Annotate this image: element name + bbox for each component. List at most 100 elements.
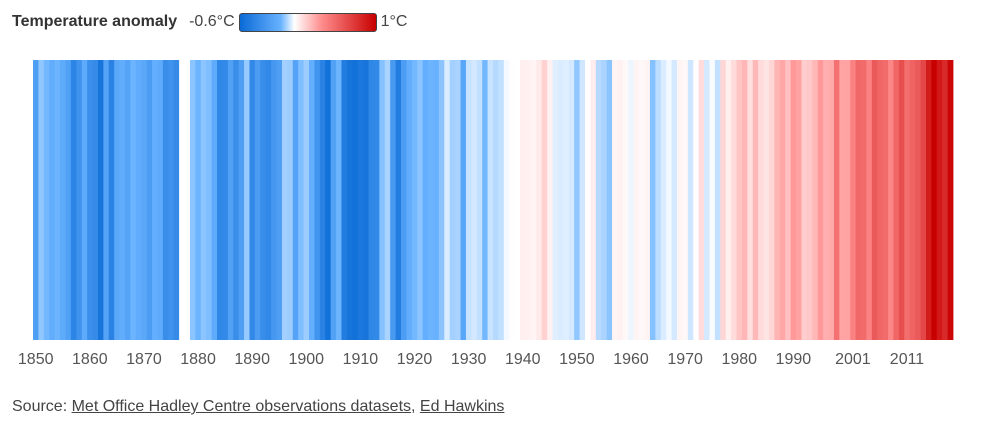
stripe-1887 <box>233 60 240 340</box>
stripe-1923 <box>428 60 434 340</box>
stripe-1913 <box>373 60 380 340</box>
stripe-1859 <box>81 60 88 340</box>
stripe-1974 <box>704 60 710 340</box>
stripe-1939 <box>514 60 521 340</box>
stripe-1926 <box>444 60 451 340</box>
stripe-1935 <box>493 60 499 340</box>
stripe-1927 <box>449 60 456 340</box>
x-axis-ticks: 1850 1860 1870 1880 1890 1900 1910 1920 1930 1940… <box>18 351 924 368</box>
stripe-1996 <box>823 60 829 340</box>
x-tick-label: 1930 <box>451 351 487 368</box>
stripe-1967 <box>666 60 672 340</box>
stripe-1990 <box>790 60 797 340</box>
stripe-2006 <box>877 60 884 340</box>
stripe-1979 <box>731 60 737 340</box>
stripe-2001 <box>850 60 856 340</box>
x-tick-label: 1860 <box>72 351 108 368</box>
stripe-1945 <box>547 60 553 340</box>
stripe-1947 <box>557 60 564 340</box>
stripe-1911 <box>363 60 369 340</box>
stripe-1995 <box>817 60 824 340</box>
legend-color-scale <box>238 12 377 32</box>
stripe-1876 <box>173 60 180 340</box>
stripe-1983 <box>752 60 759 340</box>
stripe-1855 <box>60 60 66 340</box>
stripe-1949 <box>568 60 575 340</box>
stripe-1862 <box>97 60 104 340</box>
stripe-1937 <box>503 60 510 340</box>
x-tick-label: 1880 <box>180 351 216 368</box>
stripe-1936 <box>498 60 505 340</box>
x-tick-label: 1970 <box>667 351 703 368</box>
x-tick-label: 1920 <box>397 351 433 368</box>
stripe-1978 <box>725 60 732 340</box>
stripe-1895 <box>276 60 283 340</box>
stripes-group <box>33 60 954 340</box>
stripe-1853 <box>49 60 56 340</box>
stripe-1975 <box>709 60 716 340</box>
stripe-2003 <box>861 60 867 340</box>
source-link-ed-hawkins[interactable]: Ed Hawkins <box>419 398 505 415</box>
stripe-2012 <box>909 60 916 340</box>
stripe-1873 <box>157 60 164 340</box>
stripe-1903 <box>319 60 326 340</box>
stripe-1989 <box>785 60 792 340</box>
stripe-2017 <box>936 60 943 340</box>
x-tick-label: 1990 <box>776 351 812 368</box>
legend-title: Temperature anomaly <box>12 13 178 30</box>
stripe-1907 <box>341 60 348 340</box>
stripe-1977 <box>720 60 727 340</box>
stripe-1961 <box>633 60 640 340</box>
stripe-1934 <box>487 60 494 340</box>
stripe-1982 <box>747 60 754 340</box>
stripe-1955 <box>601 60 608 340</box>
stripe-1959 <box>622 60 629 340</box>
stripe-1986 <box>769 60 775 340</box>
stripe-1985 <box>763 60 770 340</box>
stripe-1973 <box>698 60 705 340</box>
stripe-1892 <box>260 60 267 340</box>
x-tick-label: 1850 <box>18 351 54 368</box>
stripe-2018 <box>942 60 948 340</box>
x-tick-label: 1980 <box>721 351 757 368</box>
stripe-1915 <box>384 60 391 340</box>
stripe-1869 <box>135 60 142 340</box>
stripe-1921 <box>417 60 424 340</box>
stripe-1898 <box>292 60 299 340</box>
stripe-2015 <box>925 60 932 340</box>
stripe-2013 <box>915 60 921 340</box>
stripe-1850 <box>33 60 39 340</box>
stripe-1928 <box>455 60 461 340</box>
stripe-1960 <box>628 60 635 340</box>
stripe-1991 <box>796 60 802 340</box>
stripe-1980 <box>736 60 743 340</box>
stripe-1938 <box>509 60 516 340</box>
stripe-1925 <box>438 60 445 340</box>
stripe-1872 <box>152 60 158 340</box>
stripe-2008 <box>888 60 894 340</box>
stripe-1933 <box>482 60 488 340</box>
stripe-1879 <box>189 60 196 340</box>
stripe-1919 <box>406 60 413 340</box>
stripe-1969 <box>677 60 683 340</box>
x-tick-label: 2001 <box>835 351 871 368</box>
stripe-1866 <box>119 60 126 340</box>
stripe-1906 <box>336 60 342 340</box>
stripe-1877 <box>179 60 185 340</box>
stripe-1880 <box>195 60 202 340</box>
stripe-1992 <box>801 60 808 340</box>
stripe-1993 <box>806 60 813 340</box>
stripe-1964 <box>649 60 656 340</box>
stripe-1901 <box>309 60 315 340</box>
stripe-1957 <box>612 60 618 340</box>
stripe-1917 <box>395 60 402 340</box>
stripe-1988 <box>779 60 786 340</box>
source-link-met-office[interactable]: Met Office Hadley Centre observations da… <box>71 398 412 415</box>
legend: Temperature anomaly -0.6°C 1°C <box>12 10 407 34</box>
stripe-1954 <box>595 60 602 340</box>
stripe-1905 <box>330 60 337 340</box>
source-line: Source: Met Office Hadley Centre observa… <box>12 398 504 416</box>
stripe-1909 <box>352 60 359 340</box>
stripe-1922 <box>422 60 429 340</box>
